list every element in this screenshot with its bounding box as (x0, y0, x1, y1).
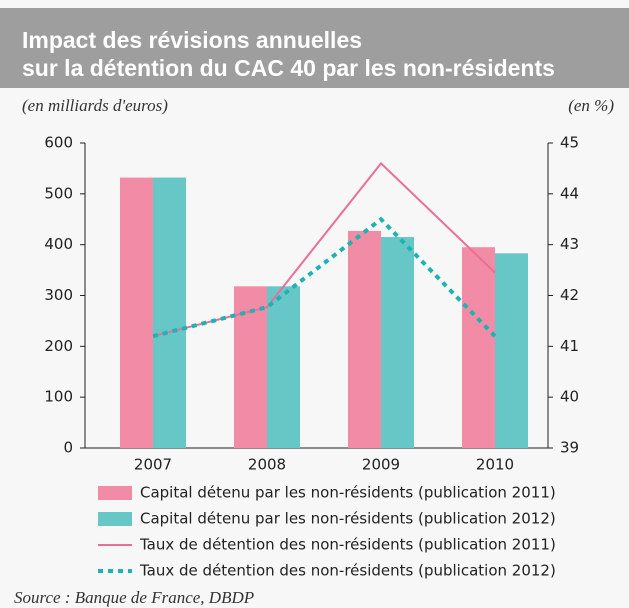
x-tick-label: 2009 (362, 456, 400, 474)
y-tick-label: 0 (63, 439, 73, 457)
bar (120, 177, 153, 449)
bar (267, 286, 300, 448)
y2-tick-label: 44 (560, 184, 579, 202)
title-band (0, 8, 629, 88)
bar (348, 230, 381, 448)
line (152, 216, 497, 339)
y2-tick-label: 39 (560, 439, 579, 457)
legend-label: Taux de détention des non-résidents (pub… (139, 562, 556, 580)
y-tick-label: 400 (44, 235, 73, 253)
legend-label: Taux de détention des non-résidents (pub… (139, 536, 556, 554)
chart-title: Impact des révisions annuelles (22, 27, 362, 53)
x-tick-label: 2008 (248, 456, 286, 474)
y2-tick-label: 40 (560, 388, 579, 406)
source: Source : Banque de France, DBDP (14, 588, 254, 607)
line (152, 161, 496, 338)
y-tick-label: 500 (44, 184, 73, 202)
legend-swatch (98, 486, 132, 500)
legend-label: Capital détenu par les non-résidents (pu… (140, 484, 556, 502)
bar (153, 177, 186, 449)
y2-tick-label: 41 (560, 337, 579, 355)
y2-tick-label: 45 (560, 134, 579, 152)
y-tick-label: 200 (44, 337, 73, 355)
bar (495, 253, 528, 448)
y-tick-label: 600 (44, 134, 73, 152)
y-tick-label: 100 (44, 388, 73, 406)
x-tick-label: 2010 (476, 456, 514, 474)
legend-label: Capital détenu par les non-résidents (pu… (140, 510, 556, 528)
chart-title: sur la détention du CAC 40 par les non-r… (22, 55, 555, 81)
y-axis-label: (en milliards d'euros) (22, 96, 168, 115)
y2-axis-label: (en %) (568, 96, 614, 115)
y-tick-label: 300 (44, 286, 73, 304)
y2-tick-label: 42 (560, 286, 579, 304)
x-tick-label: 2007 (134, 456, 172, 474)
bar (462, 247, 495, 448)
y2-tick-label: 43 (560, 235, 579, 253)
bar (381, 237, 414, 448)
legend-swatch (98, 512, 132, 526)
